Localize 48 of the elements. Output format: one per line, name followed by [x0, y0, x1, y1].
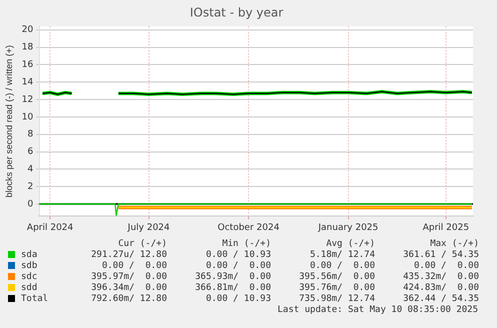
- y-tick-label: 18: [22, 42, 34, 53]
- text: 396.34m/ 0.00: [90, 282, 167, 292]
- text: 792.60m/ 12.80: [90, 294, 167, 304]
- y-tick-label: 10: [22, 112, 34, 122]
- text: 0.00 / 10.93: [204, 294, 271, 304]
- text: Last update: Sat May 10 08:35:00 2025: [276, 304, 478, 315]
- text: 0.00 / 10.93: [204, 250, 271, 260]
- text: 5.18m/ 12.74: [308, 250, 375, 260]
- x-tick-label: October 2024: [218, 222, 280, 233]
- y-tick-label: 14: [22, 77, 34, 88]
- y-tick-label: 0: [28, 199, 34, 210]
- text: Max (-/+): [429, 238, 479, 248]
- text: 395.56m/ 0.00: [298, 272, 375, 282]
- text: Cur (-/+): [117, 238, 167, 248]
- text: 361.61 / 54.35: [402, 250, 479, 260]
- legend-label: sda: [21, 250, 38, 260]
- text: 395.97m/ 0.00: [90, 272, 167, 282]
- text: 0.00 / 0.00: [100, 260, 167, 270]
- text: 362.44 / 54.35: [402, 294, 479, 304]
- y-axis-title: blocks per second read (-) / written (+): [4, 45, 14, 198]
- legend-label: sdc: [21, 272, 38, 282]
- text: 291.27u/ 12.80: [90, 250, 167, 260]
- text: 0.00 / 0.00: [308, 260, 375, 270]
- text: 0.00 / 0.00: [412, 260, 479, 270]
- chart-title: IOstat - by year: [190, 5, 284, 20]
- x-tick-label: April 2024: [26, 222, 74, 233]
- text: Avg (-/+): [325, 238, 375, 248]
- text: Min (-/+): [221, 238, 271, 248]
- text: 366.81m/ 0.00: [194, 282, 271, 292]
- y-tick-label: 8: [28, 130, 34, 140]
- text: 0.00 / 0.00: [204, 260, 271, 270]
- legend-label: sdd: [21, 282, 38, 292]
- y-tick-label: 6: [28, 147, 34, 158]
- text: 435.32m/ 0.00: [402, 272, 479, 282]
- text: 365.93m/ 0.00: [194, 272, 271, 282]
- text: 735.98m/ 12.74: [298, 294, 375, 304]
- y-tick-label: 12: [22, 94, 34, 105]
- legend-label: Total: [21, 294, 50, 304]
- x-tick-label: April 2025: [422, 222, 470, 233]
- y-tick-label: 16: [22, 60, 34, 70]
- y-tick-label: 20: [22, 25, 34, 36]
- y-tick-label: 4: [28, 164, 34, 175]
- x-tick-label: July 2024: [126, 222, 170, 233]
- text: 424.83m/ 0.00: [402, 282, 479, 292]
- x-tick-label: January 2025: [317, 222, 378, 233]
- y-tick-label: 2: [28, 182, 34, 192]
- legend-label: sdb: [21, 260, 38, 270]
- text: 395.76m/ 0.00: [298, 282, 375, 292]
